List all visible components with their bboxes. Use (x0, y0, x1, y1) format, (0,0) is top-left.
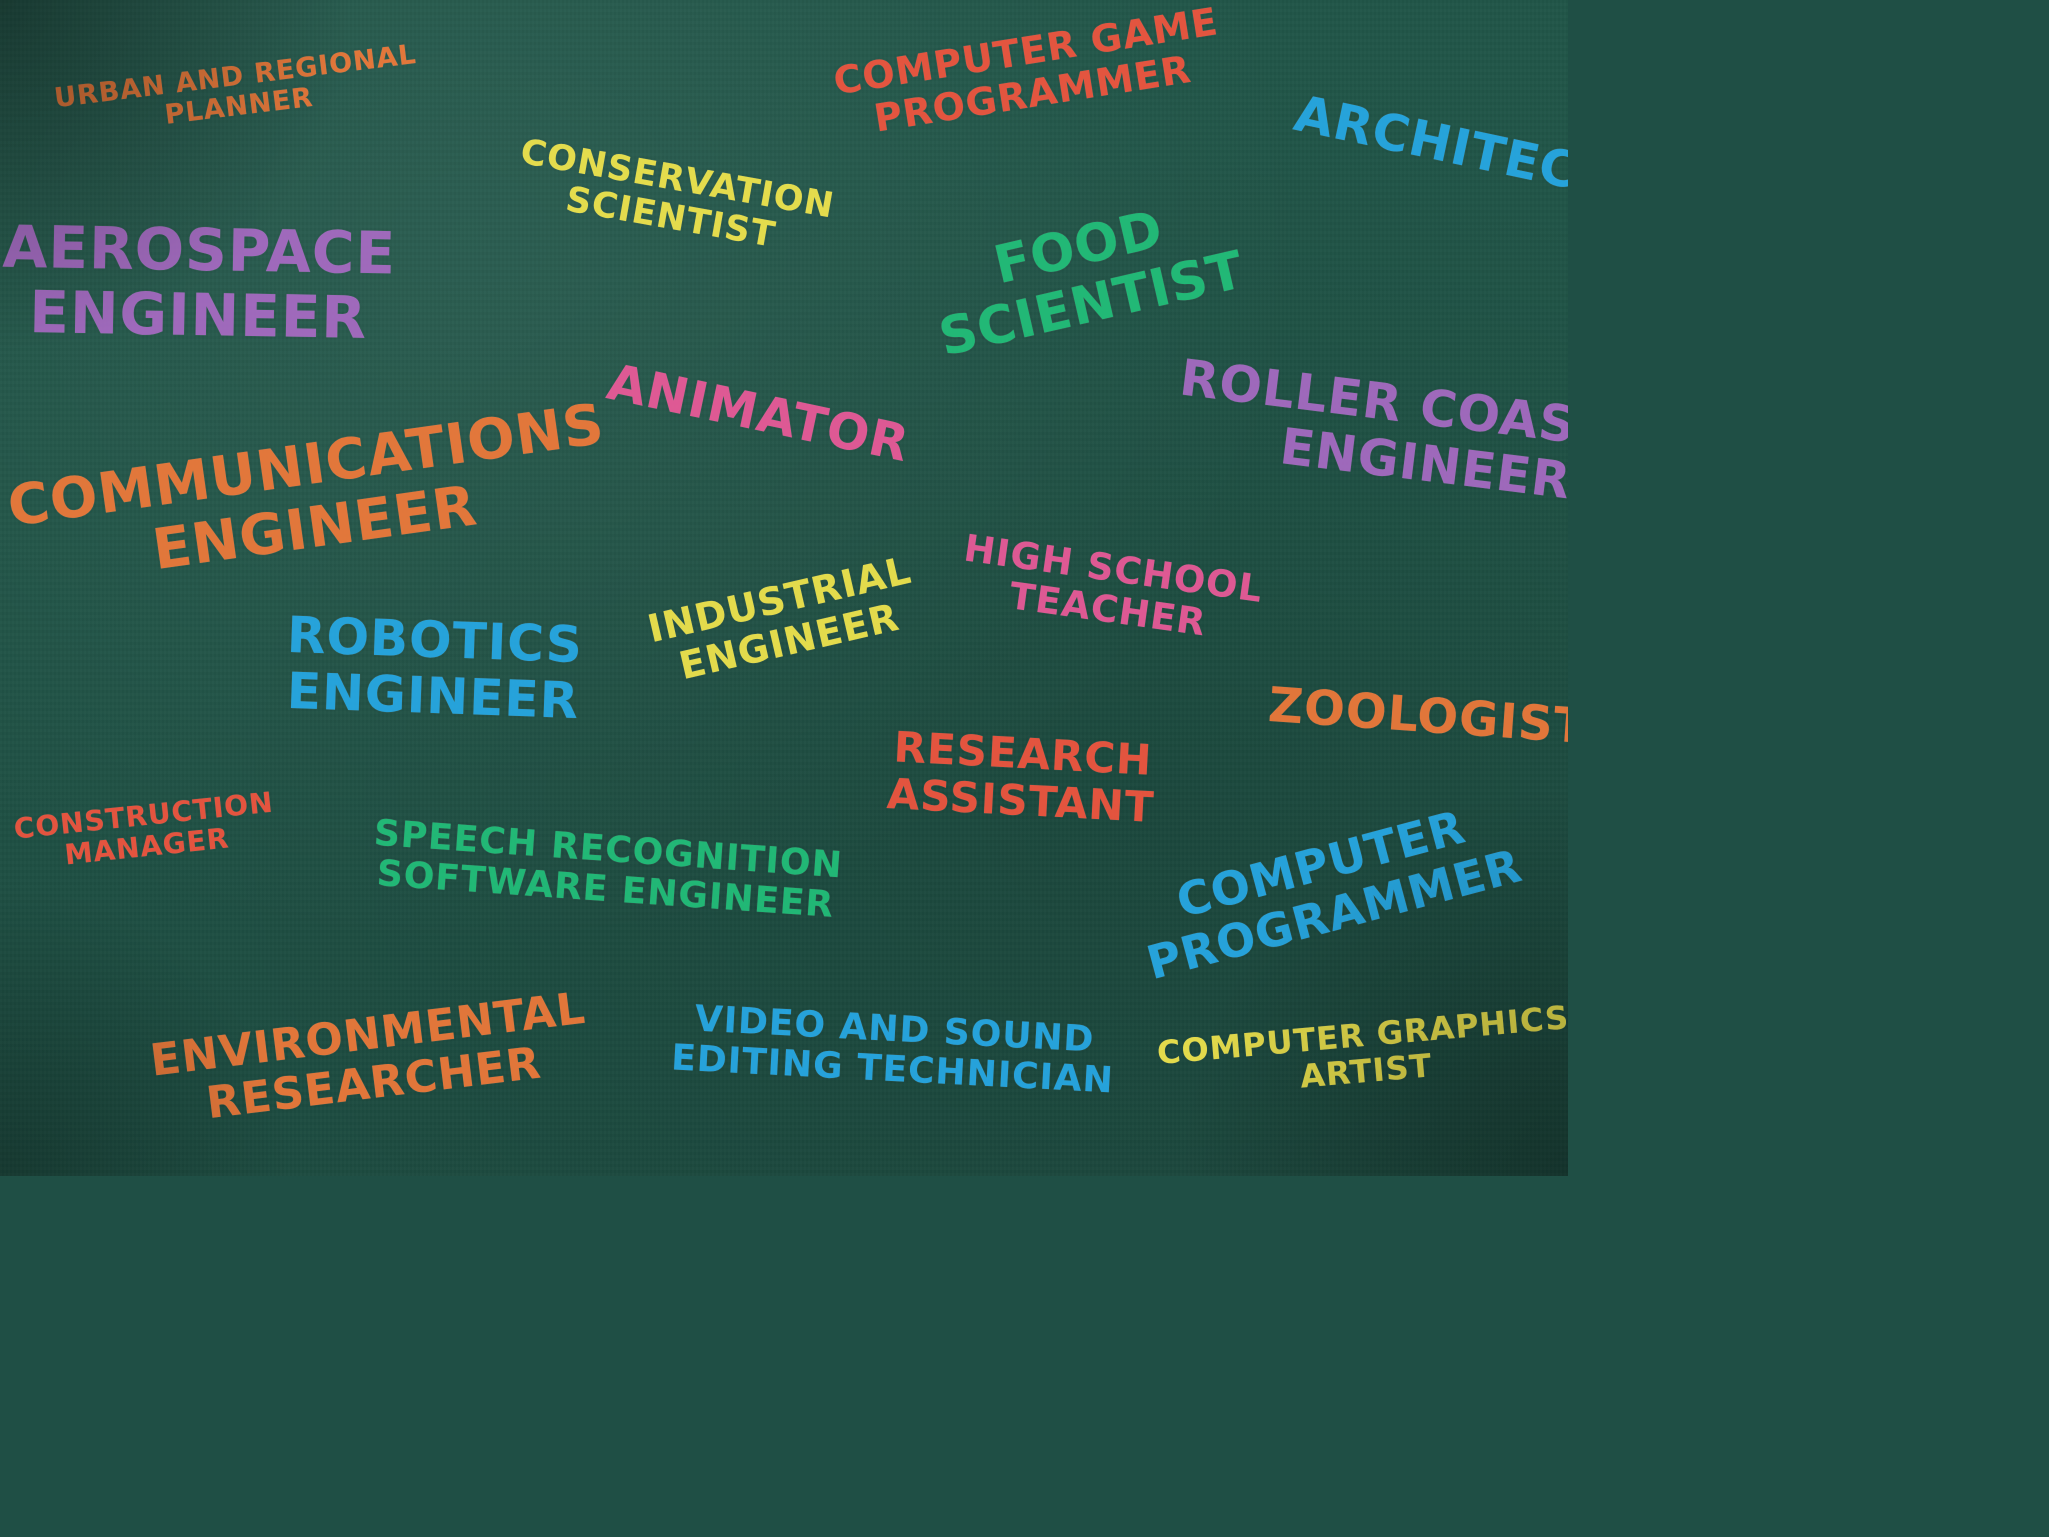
phrase-construction-manager: CONSTRUCTION MANAGER (12, 786, 278, 877)
phrase-urban-and-regional-planner: URBAN AND REGIONAL PLANNER (53, 39, 422, 144)
phrase-video-and-sound-editing-technician: VIDEO AND SOUND EDITING TECHNICIAN (670, 998, 1117, 1102)
chalkboard: URBAN AND REGIONAL PLANNER COMPUTER GAME… (0, 0, 1568, 1176)
phrase-robotics-engineer: ROBOTICS ENGINEER (284, 606, 584, 731)
phrase-industrial-engineer: INDUSTRIAL ENGINEER (644, 548, 925, 692)
phrase-line: ZOOLOGIST (1266, 676, 1568, 756)
phrase-communications-engineer: COMMUNICATIONS ENGINEER (4, 392, 617, 602)
phrase-line: ENGINEER (285, 661, 581, 731)
phrase-computer-game-programmer: COMPUTER GAME PROGRAMMER (831, 0, 1228, 145)
phrase-speech-recognition-software-engineer: SPEECH RECOGNITION SOFTWARE ENGINEER (370, 813, 844, 927)
phrase-architect: ARCHITECT (1289, 84, 1568, 208)
phrase-animator: ANIMATOR (602, 352, 915, 474)
phrase-zoologist: ZOOLOGIST (1266, 676, 1568, 756)
phrase-line: AEROSPACE (2, 212, 397, 288)
phrase-line: ENGINEER (28, 278, 368, 352)
phrase-line: ANIMATOR (602, 352, 915, 474)
phrase-environmental-researcher: ENVIRONMENTAL RESEARCHER (148, 983, 595, 1135)
phrase-computer-programmer: COMPUTER PROGRAMMER (1128, 790, 1527, 990)
phrase-roller-coaster-engineer: ROLLER COASTER ENGINEER (1170, 348, 1568, 522)
phrase-research-assistant: RESEARCH ASSISTANT (886, 722, 1158, 832)
phrase-high-school-teacher: HIGH SCHOOL TEACHER (956, 526, 1265, 651)
phrase-food-scientist: FOOD SCIENTIST (921, 185, 1250, 368)
phrase-line: ARCHITECT (1289, 84, 1568, 208)
phrase-computer-graphics-artist: COMPUTER GRAPHICS ARTIST (1155, 998, 1568, 1107)
phrase-aerospace-engineer: AEROSPACE ENGINEER (1, 212, 397, 352)
phrase-conservation-scientist: CONSERVATION SCIENTIST (511, 132, 837, 265)
